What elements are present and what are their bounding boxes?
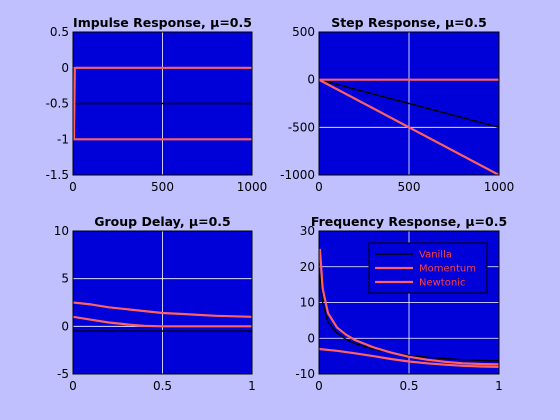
- chart-title: Step Response, μ=0.5: [331, 15, 487, 30]
- legend-entry: Newtonic: [419, 278, 465, 289]
- subplot-1: 0 500 1000 0.5 0 -0.5 -1 -1.5 Impulse Response, …: [46, 15, 268, 194]
- series-line-2: [73, 301, 252, 318]
- y-tick-label: 0: [61, 61, 69, 75]
- series-line-1: [319, 79, 499, 128]
- series-line-3: [73, 315, 252, 328]
- y-tick-label: 10: [54, 224, 69, 238]
- legend-entry: Momentum: [419, 264, 476, 275]
- series-line-2: [319, 248, 499, 366]
- series-line-3: [319, 78, 499, 175]
- series-group: [319, 78, 499, 175]
- y-tick-label: -0.5: [46, 97, 69, 111]
- axes-frame: [318, 31, 500, 176]
- y-tick-label: -1: [57, 132, 69, 146]
- legend-entry: Vanilla: [419, 250, 452, 261]
- x-tick-label: 0.5: [153, 379, 172, 393]
- y-tick-label: 0: [307, 331, 315, 345]
- x-tick-label: 500: [398, 180, 421, 194]
- x-tick-label: 0: [315, 180, 323, 194]
- chart-title: Impulse Response, μ=0.5: [73, 15, 252, 30]
- x-tick-label: 0: [69, 180, 77, 194]
- x-tick-label: 1000: [237, 180, 268, 194]
- chart-title: Frequency Response, μ=0.5: [311, 214, 507, 229]
- series-group: [319, 248, 499, 368]
- y-tick-label: 0: [61, 319, 69, 333]
- legend: Vanilla Momentum Newtonic: [368, 242, 488, 294]
- y-tick-label: 0: [307, 73, 315, 87]
- x-tick-label: 500: [151, 180, 174, 194]
- y-tick-label: 0.5: [50, 25, 69, 39]
- y-tick-label: -1.5: [46, 168, 69, 182]
- x-tick-label: 1: [248, 379, 256, 393]
- y-tick-label: 30: [300, 224, 315, 238]
- chart-title: Group Delay, μ=0.5: [94, 214, 231, 229]
- y-tick-label: 500: [292, 25, 315, 39]
- series-line-3: [319, 347, 499, 368]
- axes-frame: [72, 230, 253, 375]
- y-tick-label: 5: [61, 272, 69, 286]
- axes-frame: [72, 31, 253, 176]
- x-tick-label: 0.5: [399, 379, 418, 393]
- y-tick-label: 20: [300, 260, 315, 274]
- axes-frame: [318, 230, 500, 375]
- y-tick-label: -500: [288, 120, 315, 134]
- x-tick-label: 0: [69, 379, 77, 393]
- x-tick-label: 1000: [484, 180, 515, 194]
- y-tick-label: -10: [295, 367, 315, 381]
- y-tick-label: -1000: [280, 168, 315, 182]
- subplot-2: 0 500 1000 500 0 -500 -1000 Step Response, μ=0.…: [280, 15, 514, 194]
- y-tick-label: -5: [57, 367, 69, 381]
- series-group: [73, 301, 252, 332]
- y-tick-label: 10: [300, 296, 315, 310]
- x-tick-label: 1: [495, 379, 503, 393]
- x-tick-label: 0: [315, 379, 323, 393]
